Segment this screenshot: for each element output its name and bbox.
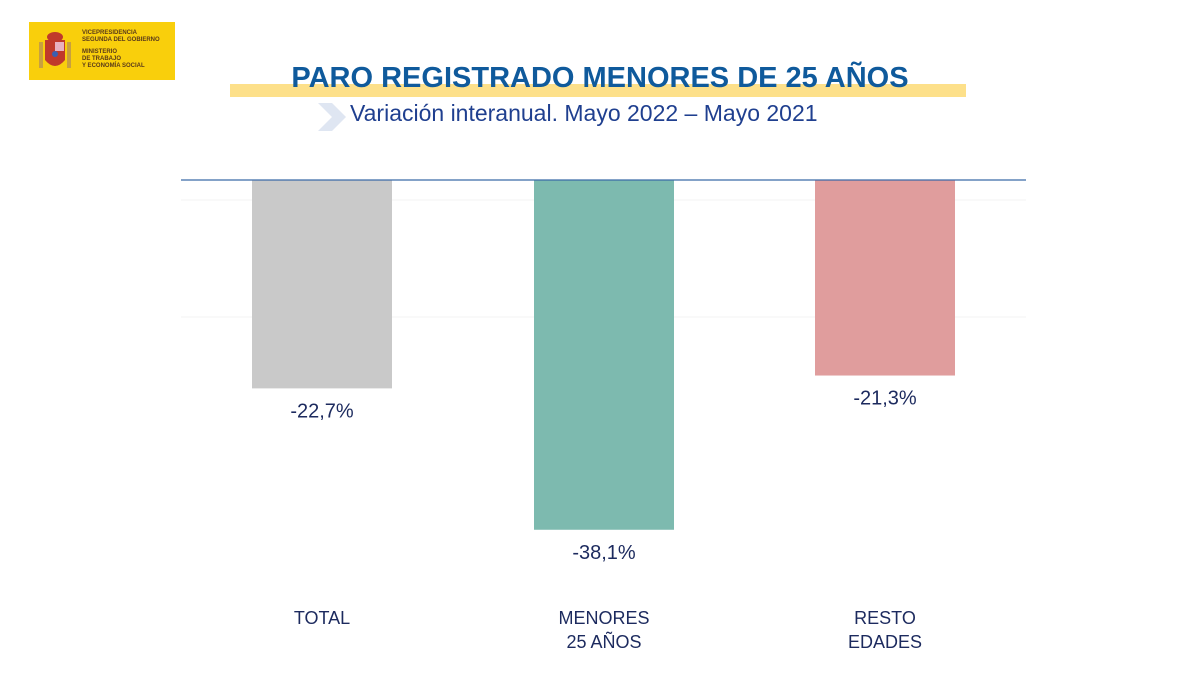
logo-line: DE TRABAJO [82, 56, 122, 62]
category-label: EDADES [848, 632, 922, 652]
logo-line: SEGUNDA DEL GOBIERNO [82, 37, 160, 43]
bar [534, 180, 674, 530]
ministry-logo: VICEPRESIDENCIA SEGUNDA DEL GOBIERNO MIN… [29, 22, 175, 80]
data-label: -38,1% [572, 542, 636, 564]
title-highlight [230, 84, 966, 97]
chart-title: PARO REGISTRADO MENORES DE 25 AÑOS [291, 62, 909, 94]
logo-line: Y ECONOMÍA SOCIAL [82, 63, 145, 69]
category-label: RESTO [854, 608, 916, 628]
data-label: -21,3% [853, 388, 917, 410]
category-label: 25 AÑOS [566, 631, 641, 652]
data-label: -22,7% [290, 400, 354, 422]
bar [252, 180, 392, 389]
chevron-right-icon [318, 103, 346, 131]
logo-line: MINISTERIO [82, 49, 118, 55]
logo-line: VICEPRESIDENCIA [82, 30, 138, 36]
chart-subtitle: Variación interanual. Mayo 2022 – Mayo 2… [350, 100, 818, 126]
bar [815, 180, 955, 376]
category-label: TOTAL [294, 608, 350, 628]
coat-of-arms-icon [39, 32, 71, 68]
category-label: MENORES [558, 608, 649, 628]
